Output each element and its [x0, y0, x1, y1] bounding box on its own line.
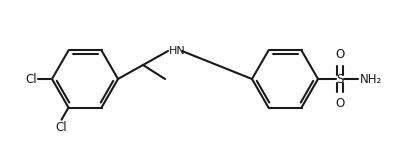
Text: HN: HN — [169, 46, 186, 56]
Text: Cl: Cl — [56, 121, 67, 134]
Text: Cl: Cl — [25, 72, 37, 85]
Text: NH₂: NH₂ — [360, 72, 382, 85]
Text: O: O — [335, 48, 344, 61]
Text: S: S — [336, 72, 344, 85]
Text: O: O — [335, 97, 344, 110]
